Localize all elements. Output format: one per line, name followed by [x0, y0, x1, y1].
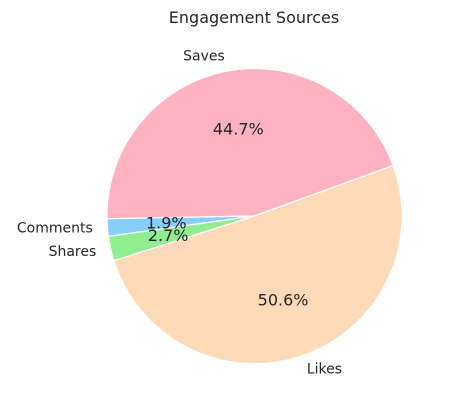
pie-labels: Saves 44.7% Comments 1.9% Shares 2.7% Likes 50.… — [17, 48, 342, 377]
slice-percent-likes: 50.6% — [258, 290, 309, 309]
pie-slice-likes — [113, 164, 403, 365]
slice-percent-shares: 2.7% — [148, 226, 189, 245]
chart-title: Engagement Sources — [169, 8, 339, 27]
slice-label-shares: Shares — [49, 244, 97, 260]
pie-slices — [106, 67, 403, 365]
slice-percent-comments: 1.9% — [146, 213, 187, 232]
pie-slice-saves — [106, 67, 394, 220]
slice-label-saves: Saves — [183, 48, 225, 64]
slice-label-comments: Comments — [17, 221, 93, 237]
slice-label-likes: Likes — [307, 362, 342, 378]
slice-percent-saves: 44.7% — [213, 119, 264, 138]
